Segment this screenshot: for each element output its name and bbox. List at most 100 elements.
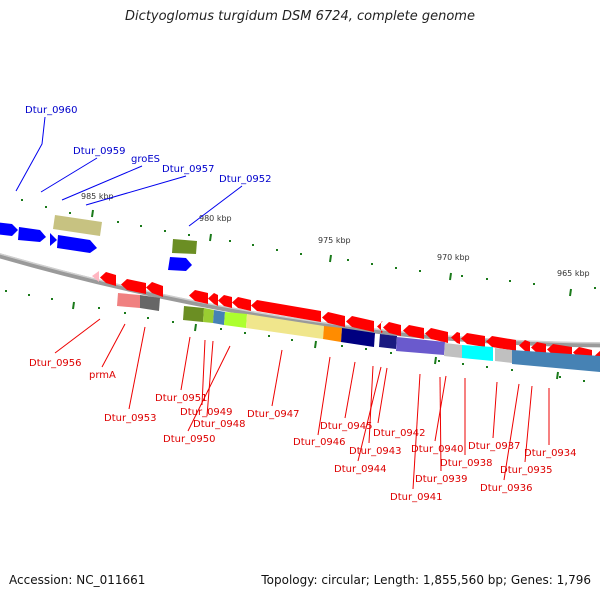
leader-line <box>101 323 126 368</box>
reverse-gene-2[interactable] <box>146 282 163 297</box>
minor-tick <box>583 380 585 382</box>
leader-line <box>357 366 382 462</box>
gene-label-dtur_0953[interactable]: Dtur_0953 <box>104 413 157 424</box>
major-tick <box>314 340 317 349</box>
reverse-gene-14[interactable] <box>451 332 460 344</box>
gene-label-dtur_0936[interactable]: Dtur_0936 <box>480 483 533 494</box>
gene-label-dtur_0935[interactable]: Dtur_0935 <box>500 465 553 476</box>
leader-line <box>368 365 374 444</box>
gene-label-dtur_0947[interactable]: Dtur_0947 <box>247 409 300 420</box>
reverse-gene-9[interactable] <box>346 316 374 332</box>
reverse-gene-18[interactable] <box>531 342 546 355</box>
scale-tick-label: 985 kbp <box>81 192 114 201</box>
gene-label-dtur_0949[interactable]: Dtur_0949 <box>180 407 233 418</box>
scale-tick-label: 970 kbp <box>437 253 470 262</box>
minor-tick <box>117 221 119 223</box>
minor-tick <box>276 249 278 251</box>
reverse-gene-1[interactable] <box>121 279 146 294</box>
leader-line <box>439 376 442 472</box>
gene-label-dtur_0945[interactable]: Dtur_0945 <box>320 421 373 432</box>
gene-groes[interactable] <box>50 233 57 246</box>
minor-tick <box>509 280 511 282</box>
leader-line <box>15 116 46 192</box>
reverse-gene-8[interactable] <box>322 312 345 327</box>
scale-ticks: 985 kbp 980 kbp 975 kbp 970 kbp 965 kbp <box>5 192 596 382</box>
minor-tick <box>252 244 254 246</box>
scale-tick-label: 980 kbp <box>199 214 232 223</box>
gene-label-dtur_0944[interactable]: Dtur_0944 <box>334 464 387 475</box>
minor-tick <box>462 363 464 365</box>
gene-label-dtur_0939[interactable]: Dtur_0939 <box>415 474 468 485</box>
gene-dtur-0959[interactable] <box>18 227 46 242</box>
gene-label-dtur_0959[interactable]: Dtur_0959 <box>73 146 126 157</box>
minor-tick <box>229 240 231 242</box>
minor-tick <box>28 294 30 296</box>
minor-tick <box>533 283 535 285</box>
minor-tick <box>594 287 596 289</box>
reverse-gene-10[interactable] <box>377 321 383 333</box>
minor-tick <box>140 225 142 227</box>
gene-label-dtur_0952[interactable]: Dtur_0952 <box>219 174 272 185</box>
minor-tick <box>147 317 149 319</box>
gene-label-dtur_0956[interactable]: Dtur_0956 <box>29 358 82 369</box>
reverse-gene-7[interactable] <box>251 300 321 322</box>
leader-line <box>377 367 388 424</box>
reverse-gene-small[interactable] <box>92 271 99 282</box>
gene-label-dtur_0943[interactable]: Dtur_0943 <box>349 446 402 457</box>
reverse-gene-3[interactable] <box>189 290 208 304</box>
gene-label-dtur_0948[interactable]: Dtur_0948 <box>193 419 246 430</box>
leader-line <box>206 340 214 417</box>
gene-label-dtur_0937[interactable]: Dtur_0937 <box>468 441 521 452</box>
gene-label-dtur_0941[interactable]: Dtur_0941 <box>390 492 443 503</box>
gene-label-dtur_0951[interactable]: Dtur_0951 <box>155 393 208 404</box>
major-tick <box>209 233 212 242</box>
minor-tick <box>164 230 166 232</box>
reverse-gene-12[interactable] <box>403 325 424 339</box>
gene-label-groes[interactable]: groES <box>131 154 160 165</box>
reverse-gene-6[interactable] <box>232 297 251 311</box>
minor-tick <box>559 376 561 378</box>
gene-label-dtur_0940[interactable]: Dtur_0940 <box>411 444 464 455</box>
leader-line <box>128 326 146 410</box>
major-tick <box>72 301 75 310</box>
minor-tick <box>124 312 126 314</box>
major-tick <box>91 209 94 218</box>
minor-tick <box>291 339 293 341</box>
gene-label-dtur_0934[interactable]: Dtur_0934 <box>524 448 577 459</box>
leader-line <box>180 336 191 391</box>
reverse-gene-17[interactable] <box>519 340 530 353</box>
reverse-gene-5[interactable] <box>218 295 232 308</box>
reverse-gene-15[interactable] <box>461 333 485 347</box>
gene-label-dtur_0946[interactable]: Dtur_0946 <box>293 437 346 448</box>
reverse-gene-11[interactable] <box>383 322 401 336</box>
gene-label-dtur_0960[interactable]: Dtur_0960 <box>25 105 78 116</box>
minor-tick <box>511 369 513 371</box>
topology-summary: Topology: circular; Length: 1,855,560 bp… <box>261 573 591 587</box>
leader-line <box>271 349 283 407</box>
minor-tick <box>188 234 190 236</box>
gene-label-prma[interactable]: prmA <box>89 370 116 381</box>
reverse-gene-0[interactable] <box>100 272 116 286</box>
label-leaders <box>15 116 550 490</box>
major-tick <box>329 254 332 263</box>
reverse-gene-13[interactable] <box>425 328 448 343</box>
gene-label-dtur_0938[interactable]: Dtur_0938 <box>440 458 493 469</box>
gene-dtur-0960[interactable] <box>0 222 18 236</box>
gene-label-dtur_0950[interactable]: Dtur_0950 <box>163 434 216 445</box>
gene-label-dtur_0957[interactable]: Dtur_0957 <box>162 164 215 175</box>
leader-line <box>317 356 331 436</box>
reverse-genes <box>92 271 600 361</box>
reverse-gene-16[interactable] <box>486 336 516 351</box>
gene-dtur-0952[interactable] <box>168 257 192 271</box>
leader-line <box>40 157 98 193</box>
minor-tick <box>347 259 349 261</box>
leader-line <box>344 361 356 419</box>
gene-dtur-0957[interactable] <box>57 235 97 253</box>
minor-tick <box>220 328 222 330</box>
reverse-gene-4[interactable] <box>208 293 218 306</box>
accession-text: Accession: NC_011661 <box>9 573 146 587</box>
minor-tick <box>268 335 270 337</box>
minor-tick <box>45 206 47 208</box>
gene-label-dtur_0942[interactable]: Dtur_0942 <box>373 428 426 439</box>
